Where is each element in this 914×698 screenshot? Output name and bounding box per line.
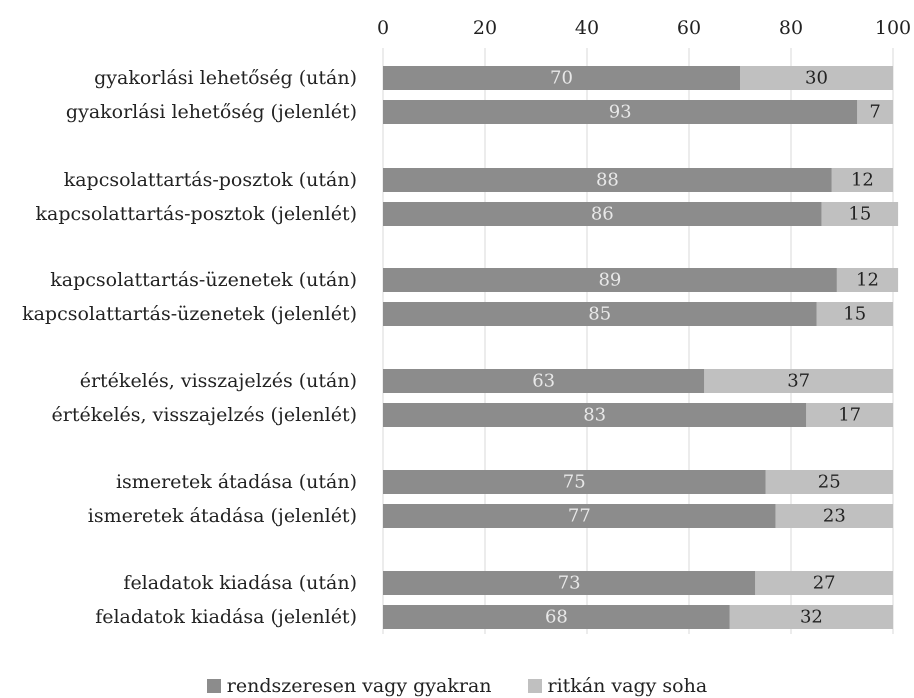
- data-label-rendszeresen-9: 77: [568, 506, 591, 527]
- stacked-bar-chart: 0 20 40 60 80 100 gyakorlási lehetőség (után)…: [22, 17, 911, 634]
- data-label-rendszeresen-4: 89: [598, 270, 621, 291]
- data-label-rendszeresen-8: 75: [563, 472, 586, 493]
- bar-ritkan-10: [755, 571, 893, 595]
- category-label-3: kapcsolattartás-posztok (jelenlét): [35, 203, 357, 225]
- bar-rendszeresen-5: [383, 302, 817, 326]
- data-label-ritkan-8: 25: [818, 472, 841, 493]
- bar-ritkan-9: [775, 504, 893, 528]
- x-axis-tick-labels: 0 20 40 60 80 100: [377, 17, 911, 39]
- data-label-ritkan-6: 37: [787, 371, 810, 392]
- bar-ritkan-0: [740, 66, 893, 90]
- category-label-9: ismeretek átadása (jelenlét): [88, 505, 357, 527]
- category-label-4: kapcsolattartás-üzenetek (után): [50, 269, 357, 291]
- bar-ritkan-6: [704, 369, 893, 393]
- data-label-rendszeresen-7: 83: [583, 405, 606, 426]
- x-tick-label-40: 40: [575, 17, 599, 39]
- legend-swatch-ritkan: [527, 679, 542, 693]
- data-label-rendszeresen-3: 86: [591, 204, 614, 225]
- data-label-rendszeresen-6: 63: [532, 371, 555, 392]
- data-label-ritkan-2: 12: [851, 170, 874, 191]
- bar-rendszeresen-6: [383, 369, 705, 393]
- bar-rendszeresen-8: [383, 470, 766, 494]
- bar-ritkan-2: [831, 168, 893, 192]
- legend-label-rendszeresen: rendszeresen vagy gyakran: [226, 675, 492, 697]
- bar-rendszeresen-0: [383, 66, 740, 90]
- data-label-ritkan-10: 27: [813, 573, 836, 594]
- legend-label-ritkan: ritkán vagy soha: [547, 675, 708, 697]
- gridlines: [382, 48, 894, 634]
- data-labels: 70 30 93 7 88 12 86 15 89 12 85 15 63 37 83 17 75 25 77 23 7…: [532, 68, 881, 628]
- bar-ritkan-8: [765, 470, 893, 494]
- legend-item-ritkan: ritkán vagy soha: [527, 675, 708, 697]
- data-label-ritkan-11: 32: [800, 607, 823, 628]
- category-label-8: ismeretek átadása (után): [116, 471, 357, 493]
- bar-ritkan-7: [806, 403, 893, 427]
- x-tick-label-0: 0: [377, 17, 389, 39]
- category-label-11: feladatok kiadása (jelenlét): [95, 606, 357, 628]
- data-label-rendszeresen-0: 70: [550, 68, 573, 89]
- data-label-ritkan-5: 15: [843, 304, 866, 325]
- category-label-0: gyakorlási lehetőség (után): [94, 67, 357, 89]
- legend-item-rendszeresen: rendszeresen vagy gyakran: [206, 675, 492, 697]
- category-label-5: kapcsolattartás-üzenetek (jelenlét): [22, 303, 357, 325]
- category-label-1: gyakorlási lehetőség (jelenlét): [66, 101, 357, 123]
- data-label-ritkan-1: 7: [869, 102, 880, 123]
- data-label-ritkan-7: 17: [838, 405, 861, 426]
- bar-rendszeresen-11: [383, 605, 730, 629]
- category-label-7: értékelés, visszajelzés (jelenlét): [52, 404, 358, 426]
- bar-ritkan-5: [816, 302, 893, 326]
- bar-rendszeresen-10: [383, 571, 756, 595]
- bar-rendszeresen-3: [383, 202, 822, 226]
- legend: rendszeresen vagy gyakran ritkán vagy so…: [0, 674, 914, 698]
- data-label-rendszeresen-11: 68: [545, 607, 568, 628]
- category-labels: gyakorlási lehetőség (után) gyakorlási le…: [22, 67, 357, 628]
- x-tick-label-60: 60: [677, 17, 701, 39]
- x-tick-label-80: 80: [779, 17, 803, 39]
- bar-rendszeresen-2: [383, 168, 832, 192]
- bar-rendszeresen-4: [383, 268, 837, 292]
- bar-rendszeresen-7: [383, 403, 807, 427]
- data-label-ritkan-4: 12: [856, 270, 879, 291]
- data-label-rendszeresen-1: 93: [609, 102, 632, 123]
- bar-ritkan-1: [857, 100, 893, 124]
- category-label-10: feladatok kiadása (után): [123, 572, 357, 594]
- bar-ritkan-4: [836, 268, 899, 292]
- data-label-rendszeresen-5: 85: [588, 304, 611, 325]
- data-label-rendszeresen-2: 88: [596, 170, 619, 191]
- bar-ritkan-3: [821, 202, 899, 226]
- bar-rendszeresen-1: [383, 100, 858, 124]
- legend-swatch-rendszeresen: [206, 679, 221, 693]
- data-label-rendszeresen-10: 73: [558, 573, 581, 594]
- bar-ritkan-11: [729, 605, 893, 629]
- data-label-ritkan-9: 23: [823, 506, 846, 527]
- data-label-ritkan-0: 30: [805, 68, 828, 89]
- bar-rendszeresen-9: [383, 504, 776, 528]
- x-tick-label-100: 100: [875, 17, 911, 39]
- data-label-ritkan-3: 15: [848, 204, 871, 225]
- category-label-6: értékelés, visszajelzés (után): [80, 370, 357, 392]
- bars: [383, 66, 899, 629]
- category-label-2: kapcsolattartás-posztok (után): [64, 169, 357, 191]
- x-tick-label-20: 20: [473, 17, 497, 39]
